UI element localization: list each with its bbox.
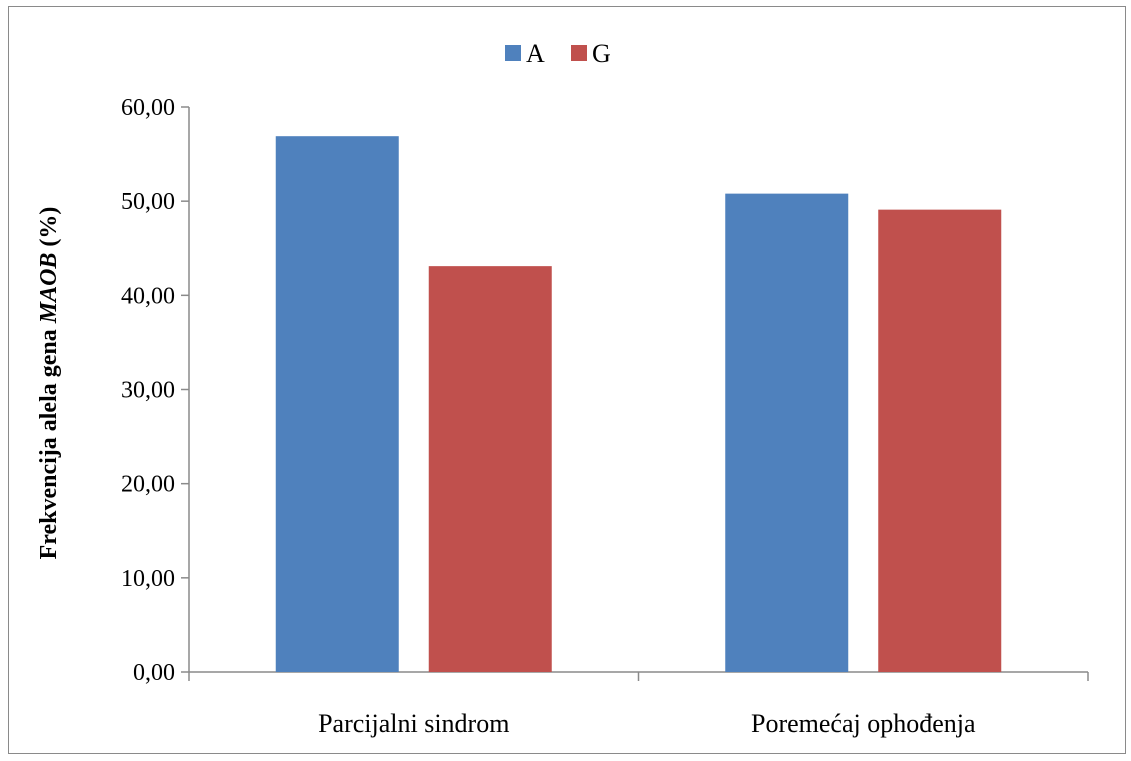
- y-tick-label: 20,00: [121, 472, 175, 498]
- bar-a-2: [725, 193, 849, 672]
- y-tick-label: 60,00: [121, 95, 175, 121]
- legend-label: G: [592, 39, 611, 68]
- bar-g-1: [428, 266, 552, 672]
- x-category-label: Poremećaj ophođenja: [751, 709, 976, 738]
- legend-swatch: [571, 45, 587, 61]
- y-axis-title: Frekvencija alela gena MAOB (%): [36, 207, 62, 560]
- y-axis-title-unit: (%): [36, 207, 62, 247]
- bar-a-1: [275, 136, 399, 673]
- legend-swatch: [505, 45, 521, 61]
- x-category-label: Parcijalni sindrom: [318, 709, 509, 738]
- bar-g-2: [878, 209, 1002, 672]
- y-axis-title-gene: MAOB: [36, 253, 62, 325]
- y-tick-label: 50,00: [121, 189, 175, 215]
- y-tick-label: 40,00: [121, 283, 175, 309]
- bars: [275, 136, 1002, 673]
- legend-label: A: [526, 39, 545, 68]
- y-tick-label: 30,00: [121, 378, 175, 404]
- y-axis-title-main: Frekvencija alela gena: [36, 329, 62, 559]
- x-axis: Parcijalni sindrom Poremećaj ophođenja: [188, 671, 1089, 738]
- y-tick-label: 10,00: [121, 566, 175, 592]
- y-axis: 0,00 10,00 20,00 30,00 40,00 50,00 60,00: [121, 95, 190, 686]
- y-tick-label: 0,00: [133, 660, 175, 686]
